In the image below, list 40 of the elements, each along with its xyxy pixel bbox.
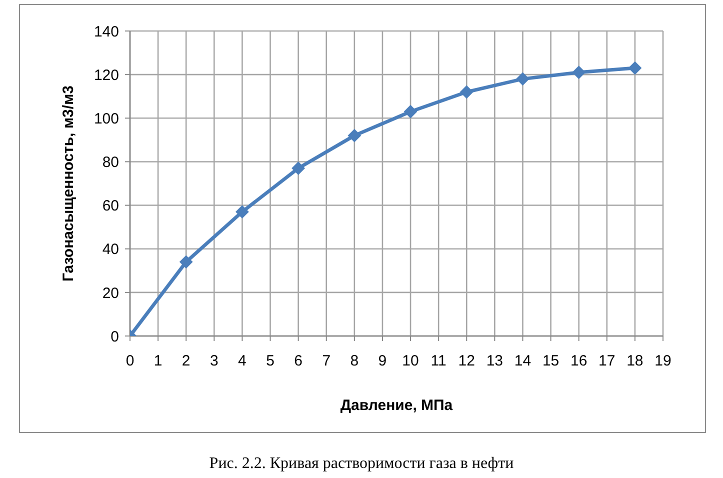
x-tick-label: 9 — [378, 352, 387, 370]
x-tick-label: 3 — [210, 352, 218, 370]
x-axis-title: Давление, МПа — [340, 397, 454, 414]
point — [404, 105, 418, 118]
point — [516, 72, 530, 86]
x-tick-label: 12 — [458, 352, 475, 370]
x-tick-label: 19 — [654, 352, 672, 370]
y-tick-label: 60 — [102, 198, 119, 215]
x-tick-label: 17 — [598, 352, 616, 370]
y-tick-label: 100 — [94, 110, 119, 128]
y-tick-label: 20 — [102, 284, 119, 302]
x-tick-label: 6 — [294, 352, 302, 370]
x-tick-label: 7 — [322, 352, 331, 370]
point — [180, 255, 193, 268]
point — [628, 62, 642, 75]
x-tick-label: 8 — [350, 352, 359, 370]
y-tick-label: 80 — [102, 154, 119, 172]
text: Рис. 2.2. Кривая растворимости газа в нефти — [208, 455, 515, 473]
x-tick-label: 10 — [402, 352, 419, 370]
x-tick-label: 5 — [266, 352, 274, 370]
x-tick-label: 16 — [570, 352, 588, 370]
x-tick-label: 18 — [626, 352, 644, 370]
x-tick-label: 11 — [430, 352, 446, 370]
y-tick-label: 140 — [94, 23, 119, 40]
x-tick-label: 1 — [154, 352, 162, 370]
x-tick-label: 4 — [238, 352, 246, 370]
y-tick-label: 40 — [102, 241, 119, 258]
x-tick-label: 15 — [542, 352, 560, 370]
point — [348, 129, 361, 142]
x-tick-label: 2 — [182, 352, 190, 370]
point — [236, 205, 249, 218]
y-tick-label: 0 — [110, 328, 119, 346]
point — [572, 66, 586, 79]
y-tick-label: 120 — [94, 66, 119, 84]
y-axis-title: Газонасыщенность, м3/м3 — [60, 85, 76, 282]
x-tick-label: 0 — [126, 352, 134, 370]
point — [460, 86, 474, 98]
point — [292, 162, 305, 175]
x-tick-label: 13 — [486, 352, 504, 370]
x-tick-label: 14 — [514, 352, 532, 370]
